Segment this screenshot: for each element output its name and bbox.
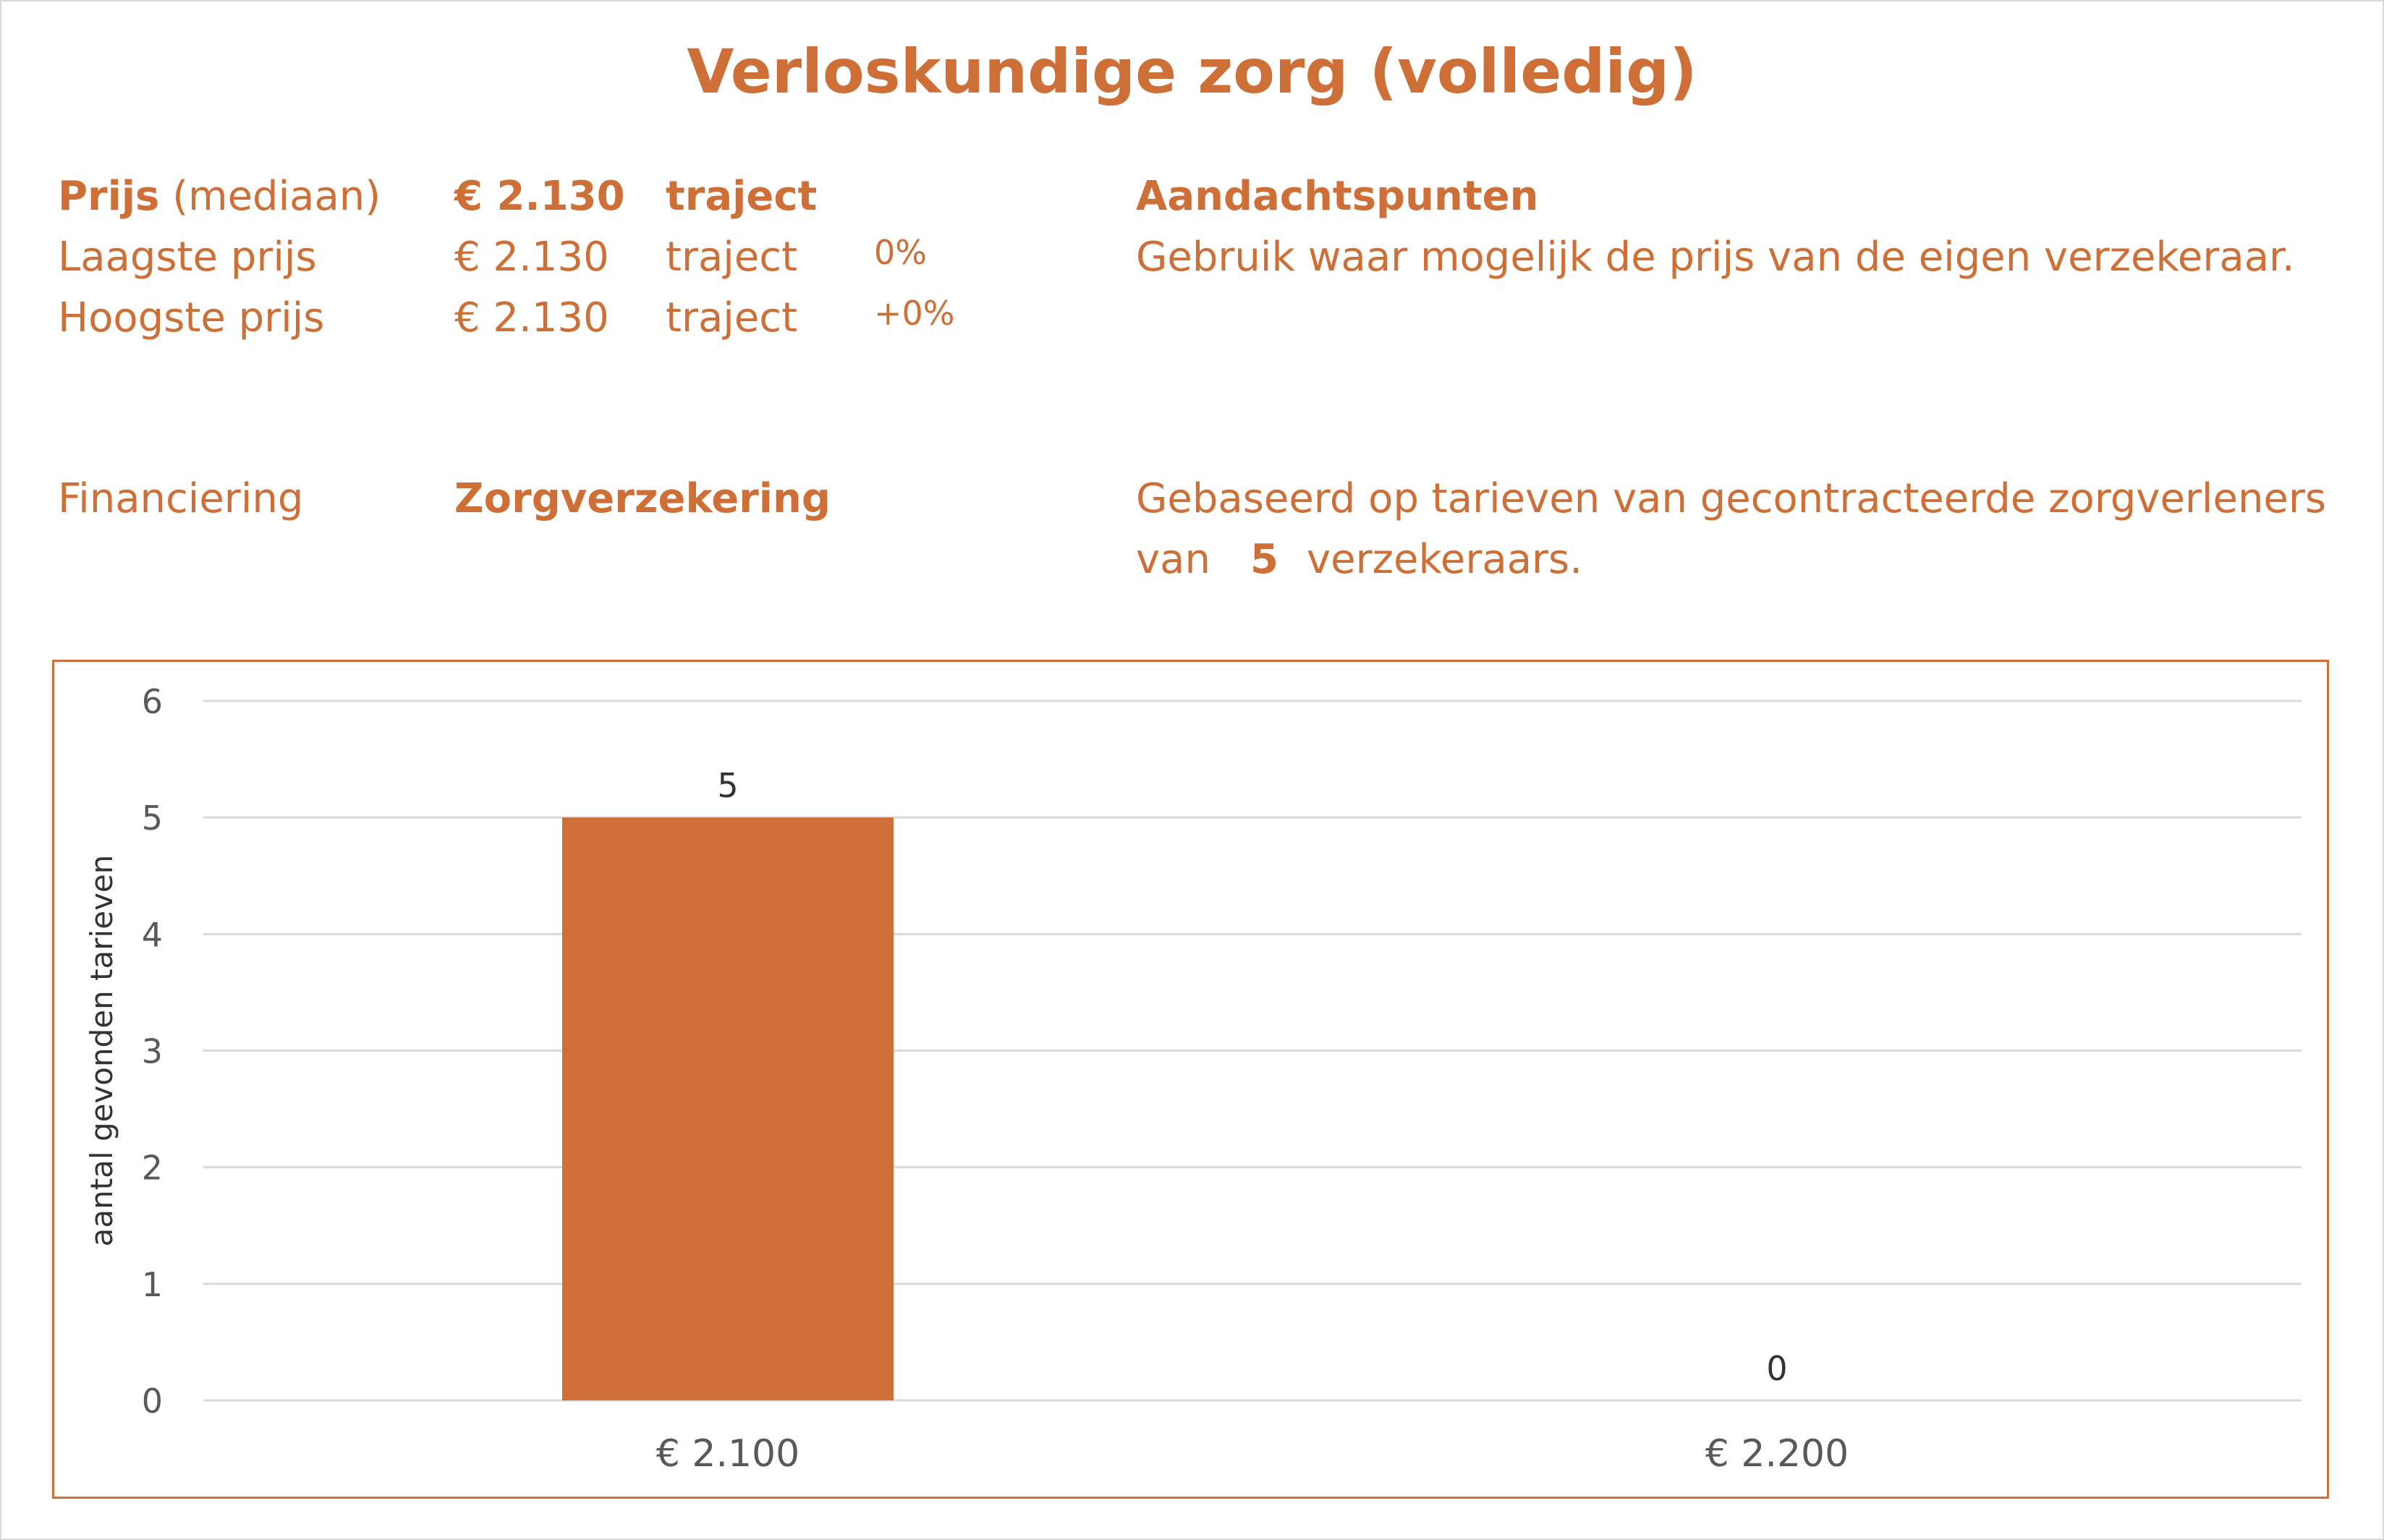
median-price-label-bold: Prijs — [58, 173, 160, 220]
y-tick-label: 1 — [142, 1265, 163, 1304]
notes-heading: Aandachtspunten — [1136, 173, 1539, 220]
y-tick-label: 6 — [142, 682, 163, 721]
basis-line2-pre: van — [1136, 536, 1210, 583]
y-tick-label: 3 — [142, 1032, 163, 1071]
financing-label: Financiering — [58, 475, 304, 522]
chart-frame: 0 1 2 3 4 5 6 aantal gevonden tarieven 5 € 2.100 0… — [52, 660, 2329, 1499]
median-price-label-rest: (mediaan) — [172, 173, 381, 220]
lowest-price-unit: traject — [666, 234, 798, 281]
x-tick-label: € 2.100 — [656, 1432, 799, 1476]
data-label: 0 — [1766, 1349, 1787, 1388]
y-axis-label: aantal gevonden tarieven — [84, 855, 119, 1247]
highest-price-pct: +0% — [874, 294, 955, 333]
bar — [562, 817, 894, 1400]
insurer-count: 5 — [1250, 536, 1278, 583]
notes-text: Gebruik waar mogelijk de prijs van de ei… — [1136, 234, 2295, 281]
highest-price-unit: traject — [666, 294, 798, 341]
median-price-unit: traject — [666, 173, 818, 220]
lowest-price-pct: 0% — [874, 233, 927, 272]
y-tick-label: 0 — [142, 1382, 163, 1421]
basis-line2-post: verzekeraars. — [1307, 536, 1583, 583]
basis-line1: Gebaseerd op tarieven van gecontracteerd… — [1136, 475, 2327, 522]
highest-price-label: Hoogste prijs — [58, 294, 325, 341]
y-tick-label: 5 — [142, 799, 163, 838]
y-tick-label: 4 — [142, 915, 163, 954]
y-tick-label: 2 — [142, 1149, 163, 1188]
highest-price-value: € 2.130 — [454, 294, 609, 341]
lowest-price-label: Laagste prijs — [58, 234, 317, 281]
lowest-price-value: € 2.130 — [454, 234, 609, 281]
bar-chart: 0 1 2 3 4 5 6 aantal gevonden tarieven 5 € 2.100 0… — [84, 682, 2302, 1476]
financing-value: Zorgverzekering — [454, 475, 831, 522]
x-tick-label: € 2.200 — [1705, 1432, 1849, 1476]
median-price-label: Prijs (mediaan) — [58, 176, 381, 217]
median-price-value: € 2.130 — [454, 173, 625, 220]
page-title: Verloskundige zorg (volledig) — [687, 36, 1697, 107]
data-label: 5 — [717, 766, 738, 805]
